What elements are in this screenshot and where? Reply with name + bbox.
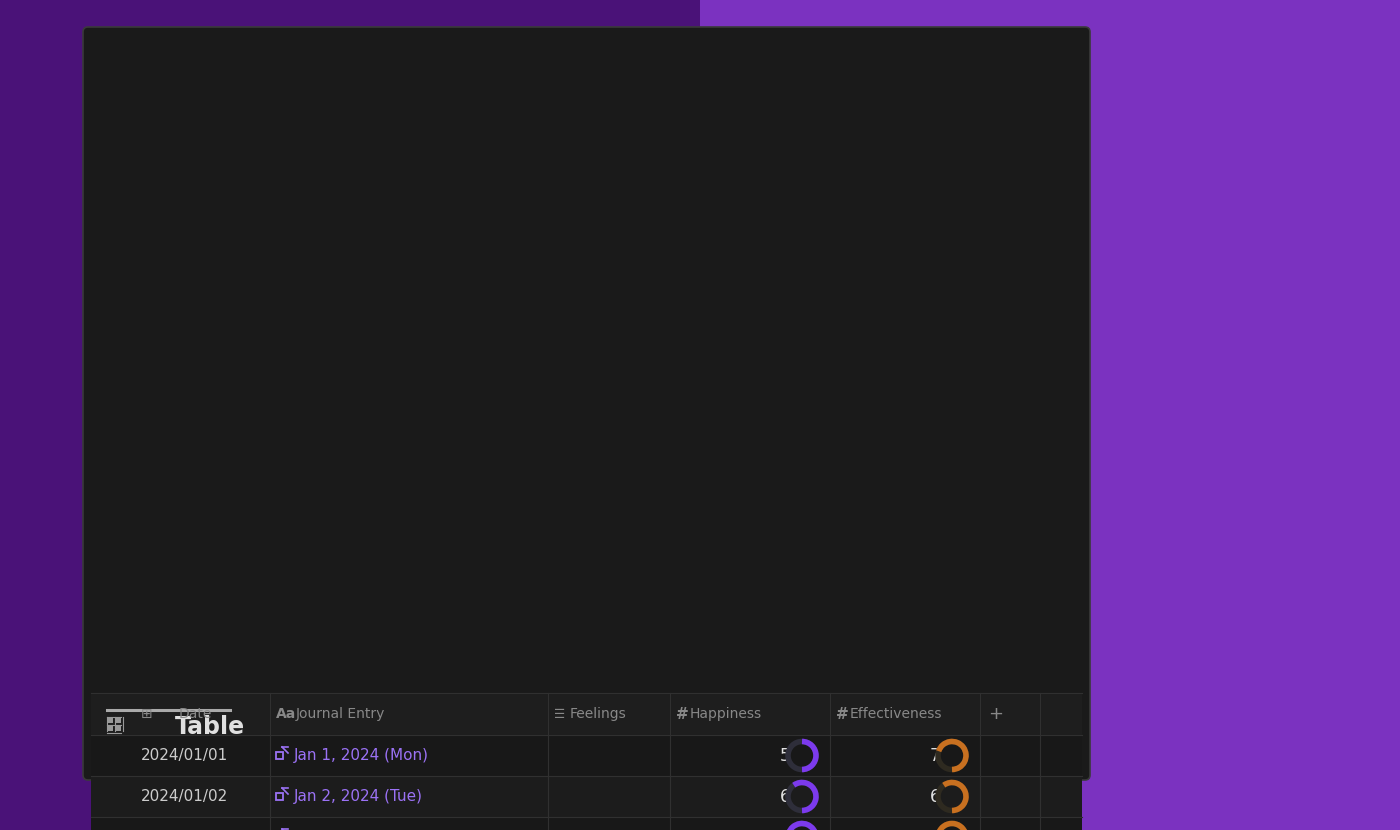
Text: 8: 8	[930, 828, 939, 830]
Text: Aa: Aa	[276, 707, 297, 721]
Text: 7: 7	[780, 828, 790, 830]
Bar	[91, 693, 1082, 735]
Bar	[276, 793, 283, 800]
Text: Jan 1, 2024 (Mon): Jan 1, 2024 (Mon)	[294, 748, 428, 763]
Text: #: #	[836, 706, 848, 721]
Bar	[116, 726, 120, 731]
Text: 5: 5	[780, 746, 790, 764]
Bar	[276, 752, 283, 759]
Text: #: #	[676, 706, 689, 721]
Text: +: +	[988, 705, 1002, 723]
Text: ☰: ☰	[554, 707, 566, 720]
Text: Journal Entry: Journal Entry	[295, 707, 385, 721]
Text: 2024/01/02: 2024/01/02	[141, 789, 228, 804]
Text: 2024/01/01: 2024/01/01	[141, 748, 228, 763]
FancyBboxPatch shape	[83, 27, 1091, 780]
Bar	[116, 718, 120, 723]
Text: Date: Date	[178, 707, 211, 721]
Text: Feelings: Feelings	[570, 707, 627, 721]
Bar	[700, 0, 1400, 830]
Text: 6: 6	[780, 788, 790, 805]
Bar	[91, 735, 1082, 776]
Text: Effectiveness: Effectiveness	[850, 707, 942, 721]
Text: ⊞: ⊞	[141, 707, 153, 721]
Bar	[108, 726, 113, 731]
Text: Happiness: Happiness	[690, 707, 762, 721]
Bar	[91, 776, 1082, 817]
Bar	[108, 718, 113, 723]
Text: 6: 6	[930, 788, 939, 805]
Bar	[91, 817, 1082, 830]
Bar	[0, 0, 700, 830]
Text: Table: Table	[175, 715, 245, 739]
Text: Jan 2, 2024 (Tue): Jan 2, 2024 (Tue)	[294, 789, 423, 804]
Text: 7: 7	[930, 746, 939, 764]
